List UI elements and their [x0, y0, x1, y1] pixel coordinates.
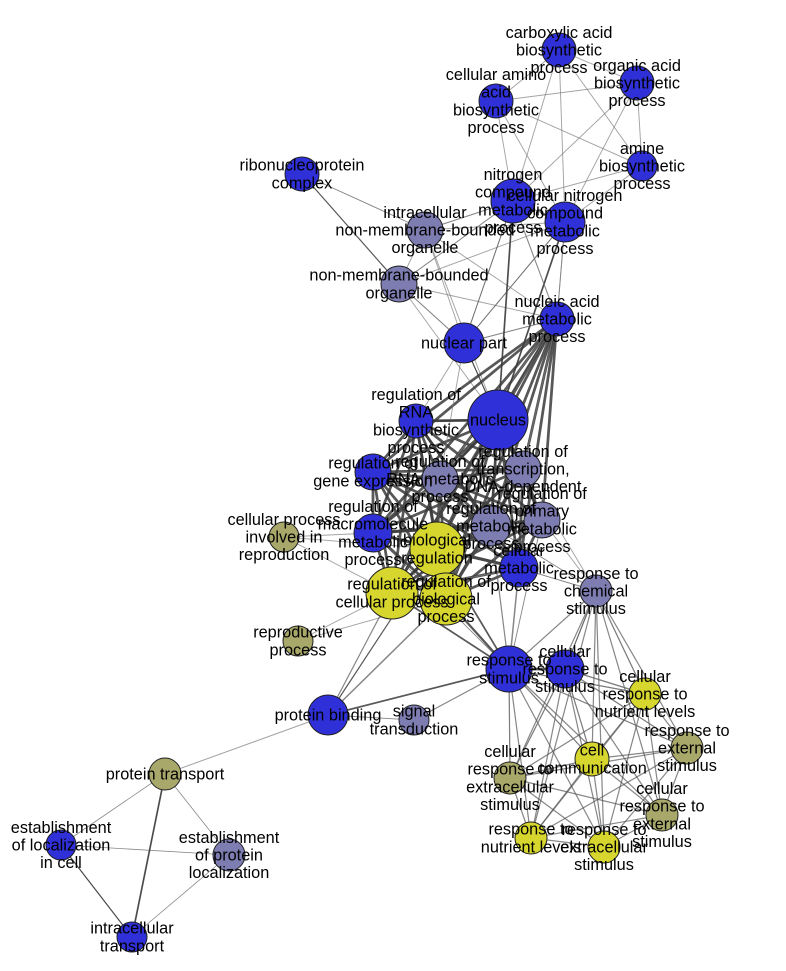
svg-text:extracellular: extracellular — [466, 778, 554, 796]
svg-text:response to: response to — [553, 565, 638, 583]
svg-text:response to: response to — [644, 722, 729, 740]
svg-text:reproductive: reproductive — [253, 624, 343, 642]
svg-text:cellular: cellular — [619, 668, 671, 686]
svg-text:regulation of: regulation of — [371, 386, 461, 404]
svg-text:biosynthetic: biosynthetic — [516, 42, 602, 60]
svg-text:transduction: transduction — [370, 720, 459, 738]
svg-text:biosynthetic: biosynthetic — [594, 75, 680, 93]
svg-text:regulation of: regulation of — [395, 453, 485, 471]
svg-text:chemical: chemical — [564, 583, 628, 601]
svg-text:establishment: establishment — [11, 819, 112, 837]
svg-text:process: process — [536, 240, 593, 258]
svg-text:cellular amino: cellular amino — [446, 66, 546, 84]
svg-text:cellular: cellular — [484, 743, 536, 761]
svg-text:organic acid: organic acid — [593, 57, 681, 75]
svg-text:process: process — [269, 641, 326, 659]
svg-text:amine: amine — [620, 140, 664, 158]
svg-text:non-membrane-bounded: non-membrane-bounded — [309, 267, 488, 285]
svg-text:RNA: RNA — [399, 404, 434, 422]
svg-text:biological: biological — [412, 591, 480, 609]
svg-text:response to: response to — [467, 761, 552, 779]
svg-text:metabolic: metabolic — [530, 222, 600, 240]
svg-text:carboxylic acid: carboxylic acid — [506, 24, 613, 42]
svg-text:nucleic acid: nucleic acid — [514, 293, 599, 311]
svg-text:of protein: of protein — [195, 847, 263, 865]
svg-text:intracellular: intracellular — [90, 920, 174, 938]
svg-text:transport: transport — [100, 937, 165, 955]
svg-text:cell: cell — [580, 742, 604, 760]
svg-text:cellular nitrogen: cellular nitrogen — [508, 187, 623, 205]
svg-text:response to: response to — [561, 821, 646, 839]
svg-text:nuclear part: nuclear part — [421, 335, 507, 353]
svg-text:nitrogen: nitrogen — [484, 166, 543, 184]
svg-text:protein binding: protein binding — [275, 707, 382, 725]
svg-text:external: external — [658, 740, 716, 758]
svg-text:biosynthetic: biosynthetic — [373, 421, 459, 439]
svg-text:localization: localization — [189, 864, 270, 882]
svg-text:stimulus: stimulus — [657, 757, 717, 775]
svg-text:metabolic: metabolic — [522, 311, 592, 329]
svg-text:of localization: of localization — [12, 837, 111, 855]
svg-text:stimulus: stimulus — [480, 796, 540, 814]
svg-text:response to: response to — [522, 661, 607, 679]
svg-text:cellular: cellular — [493, 542, 545, 560]
svg-text:regulation: regulation — [401, 549, 473, 567]
svg-text:response to: response to — [619, 798, 704, 816]
svg-text:regulation of: regulation of — [328, 498, 418, 516]
svg-text:involved in: involved in — [246, 529, 323, 547]
svg-text:establishment: establishment — [179, 829, 280, 847]
svg-text:in cell: in cell — [40, 854, 82, 872]
svg-text:nutrient levels: nutrient levels — [595, 703, 695, 721]
svg-text:stimulus: stimulus — [566, 600, 626, 618]
svg-text:reproduction: reproduction — [239, 546, 330, 564]
svg-text:process: process — [344, 551, 401, 569]
svg-text:response to: response to — [602, 686, 687, 704]
svg-text:process: process — [417, 608, 474, 626]
svg-text:protein transport: protein transport — [106, 766, 225, 784]
svg-text:transcription,: transcription, — [476, 461, 569, 479]
svg-text:metabolic: metabolic — [484, 560, 554, 578]
svg-text:process: process — [608, 92, 665, 110]
svg-text:compound: compound — [527, 205, 603, 223]
svg-text:process: process — [467, 119, 524, 137]
svg-text:organelle: organelle — [366, 284, 433, 302]
svg-text:cellular process: cellular process — [227, 511, 340, 529]
svg-text:intracellular: intracellular — [383, 204, 467, 222]
svg-text:regulation of: regulation of — [478, 443, 568, 461]
svg-text:regulation of: regulation of — [446, 500, 536, 518]
svg-text:nucleus: nucleus — [470, 412, 526, 430]
svg-text:regulation of: regulation of — [401, 573, 491, 591]
svg-text:metabolic: metabolic — [338, 533, 408, 551]
svg-text:cellular: cellular — [539, 643, 591, 661]
svg-text:ribonucleoprotein: ribonucleoprotein — [240, 157, 365, 175]
svg-text:acid: acid — [481, 84, 511, 102]
svg-text:biosynthetic: biosynthetic — [453, 101, 539, 119]
svg-text:signal: signal — [393, 703, 436, 721]
svg-text:organelle: organelle — [392, 239, 459, 257]
svg-text:cellular: cellular — [636, 780, 688, 798]
svg-text:extracellular: extracellular — [560, 839, 648, 857]
svg-text:stimulus: stimulus — [535, 678, 595, 696]
svg-text:biosynthetic: biosynthetic — [599, 158, 685, 176]
svg-text:process: process — [490, 577, 547, 595]
svg-text:biological: biological — [403, 532, 471, 550]
svg-text:complex: complex — [272, 174, 333, 192]
svg-text:communication: communication — [537, 759, 647, 777]
svg-text:process: process — [528, 328, 585, 346]
svg-text:stimulus: stimulus — [574, 856, 634, 874]
